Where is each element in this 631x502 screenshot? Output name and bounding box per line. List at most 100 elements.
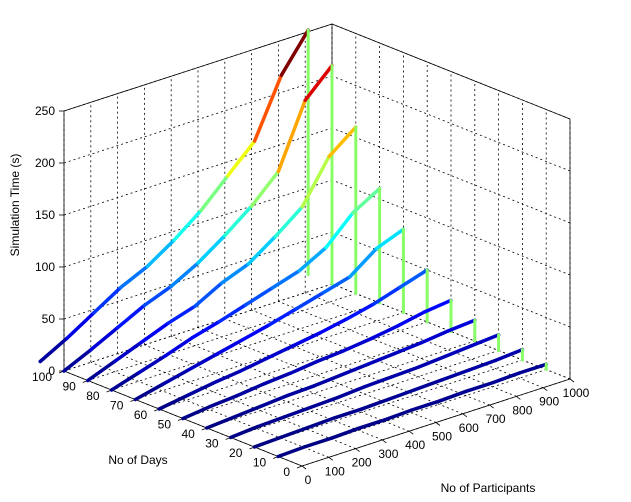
series-segment	[300, 154, 331, 209]
series-segment	[327, 125, 358, 159]
x-tick-label: 900	[539, 395, 559, 409]
series-segment	[223, 204, 254, 238]
series-segment	[160, 367, 191, 387]
x-tick-label: 1000	[563, 386, 590, 400]
series-segment	[163, 336, 194, 358]
series-segment	[467, 358, 498, 372]
series-segment	[261, 371, 292, 386]
series-segment	[92, 285, 123, 315]
series-segment	[419, 329, 450, 345]
series-segment	[142, 284, 173, 308]
z-tick-label: 200	[35, 156, 55, 170]
series-segment	[234, 382, 266, 398]
series-segment	[437, 389, 468, 403]
x-tick-label: 200	[352, 456, 372, 470]
series-segment	[181, 404, 212, 421]
series-segment	[118, 264, 150, 290]
y-tick-label: 80	[86, 389, 100, 403]
x-tick-label: 500	[432, 430, 452, 444]
grid-line	[87, 293, 356, 381]
series-segment	[312, 373, 343, 388]
y-tick-label: 90	[62, 380, 76, 394]
series-segment	[395, 310, 426, 328]
series-segment	[237, 356, 269, 374]
series-segment	[365, 351, 397, 367]
series-days-70	[133, 227, 406, 402]
y-tick-label: 20	[229, 446, 243, 460]
series-layer	[38, 28, 548, 459]
grid-line	[63, 75, 333, 164]
series-segment	[190, 320, 221, 340]
grid-line	[159, 321, 428, 410]
series-segment	[389, 365, 420, 379]
series-segment	[166, 304, 197, 325]
series-segment	[321, 275, 352, 295]
series-segment	[133, 382, 164, 402]
series-segment	[330, 426, 361, 440]
z-tick-label: 150	[35, 208, 55, 222]
series-days-90	[86, 125, 358, 383]
series-segment	[309, 395, 340, 409]
x-tick-label: 300	[378, 447, 398, 461]
series-segment	[324, 211, 355, 250]
series-segment	[368, 324, 400, 341]
grid-line	[206, 340, 475, 429]
series-segment	[443, 343, 474, 359]
x-tick-mark	[408, 430, 414, 435]
grid-line	[111, 302, 380, 391]
series-segment	[217, 303, 248, 324]
series-segment	[264, 343, 295, 361]
series-segment	[374, 227, 406, 251]
x-tick-mark	[462, 413, 468, 418]
series-segment	[172, 208, 203, 242]
series-segment	[199, 174, 230, 213]
series-segment	[86, 359, 117, 383]
series-segment	[386, 387, 417, 402]
grid-line	[251, 309, 490, 406]
series-segment	[62, 348, 93, 373]
z-axis-label: Simulation Time (s)	[8, 154, 22, 257]
z-tick-label: 250	[35, 104, 55, 118]
y-tick-label: 50	[158, 418, 172, 432]
series-segment	[303, 436, 334, 449]
z-tick-label: 100	[35, 260, 55, 274]
series-segment	[115, 303, 147, 330]
series-days-80	[109, 186, 382, 392]
series-segment	[231, 404, 263, 419]
y-tick-label: 0	[283, 465, 290, 479]
series-segment	[333, 407, 364, 420]
series-segment	[517, 362, 548, 375]
series-segment	[136, 354, 167, 375]
tick-layer: 0100200300400500600700800900100001020304…	[32, 104, 590, 487]
series-segment	[184, 381, 215, 398]
x-tick-label: 600	[459, 421, 479, 435]
x-tick-mark	[301, 465, 307, 470]
series-segment	[252, 435, 283, 449]
series-segment	[145, 238, 176, 269]
grid-line	[230, 350, 499, 438]
y-tick-label: 70	[110, 399, 124, 413]
series-segment	[470, 333, 501, 348]
series-segment	[112, 340, 144, 364]
x-tick-mark	[569, 378, 575, 383]
series-days-60	[157, 268, 429, 411]
y-tick-label: 40	[181, 427, 195, 441]
series-segment	[318, 317, 349, 335]
series-days-110	[38, 28, 310, 364]
series-segment	[422, 298, 453, 314]
series-segment	[490, 371, 522, 385]
series-segment	[65, 311, 96, 340]
axis-line	[63, 23, 333, 112]
series-segment	[345, 302, 376, 321]
series-segment	[228, 424, 260, 440]
axis-line	[331, 23, 571, 120]
series-segment	[356, 417, 388, 431]
series-segment	[196, 233, 227, 265]
series-segment	[297, 245, 328, 273]
series-days-10	[276, 362, 548, 459]
series-segment	[315, 348, 346, 364]
series-segment	[288, 359, 319, 376]
x-axis-label: No of Participants	[441, 481, 536, 495]
series-segment	[294, 291, 325, 311]
label-layer: Simulation Time (s) No of Days No of Par…	[8, 154, 535, 495]
